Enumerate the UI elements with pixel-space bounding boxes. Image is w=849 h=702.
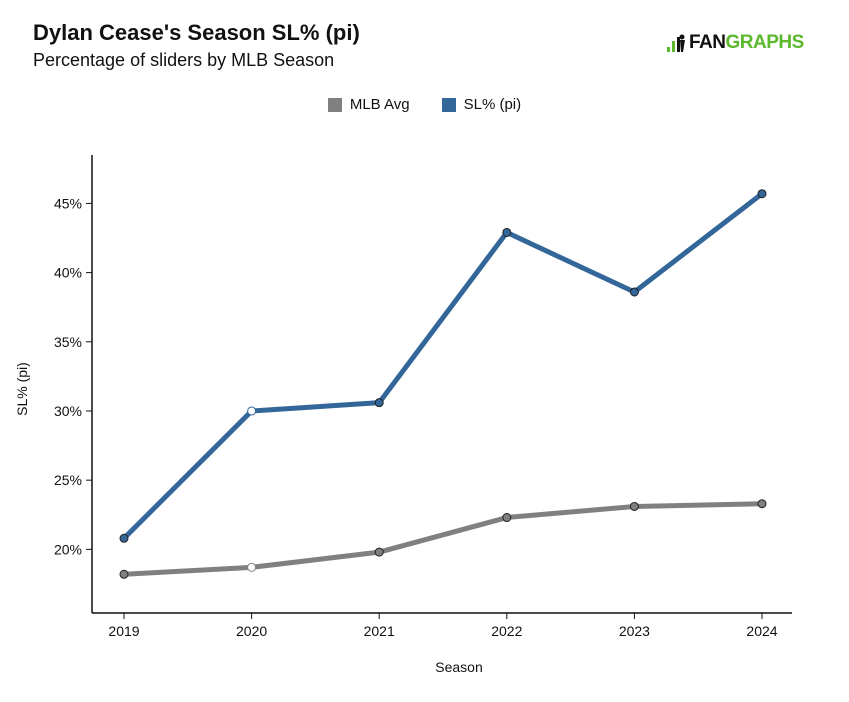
data-point-mlb-avg bbox=[374, 547, 384, 557]
data-point-sl-pct bbox=[629, 287, 639, 297]
x-tick-label: 2022 bbox=[491, 623, 522, 639]
fangraphs-logo[interactable]: FANGRAPHS bbox=[667, 32, 804, 54]
logo-text-graphs: GRAPHS bbox=[725, 32, 805, 53]
y-tick-label: 20% bbox=[54, 541, 82, 557]
legend-label-sl-pct: SL% (pi) bbox=[463, 96, 522, 113]
data-point-sl-pct bbox=[247, 406, 257, 416]
y-tick-label: 35% bbox=[54, 334, 82, 350]
x-tick-label: 2024 bbox=[746, 623, 777, 639]
y-tick-label: 25% bbox=[54, 472, 82, 488]
legend-label-mlb-avg: MLB Avg bbox=[349, 96, 410, 113]
data-point-sl-pct bbox=[502, 227, 512, 237]
series-line-sl-pct bbox=[121, 191, 765, 541]
x-tick-label: 2023 bbox=[619, 623, 650, 639]
data-point-mlb-avg bbox=[629, 501, 639, 511]
y-tick-label: 40% bbox=[54, 265, 82, 281]
data-point-sl-pct bbox=[757, 189, 767, 199]
data-point-sl-pct bbox=[374, 398, 384, 408]
legend-item-sl-pct[interactable]: SL% (pi) bbox=[441, 96, 522, 113]
x-tick-label: 2020 bbox=[236, 623, 267, 639]
fangraphs-logo-text: FANGRAPHS bbox=[689, 32, 804, 54]
data-point-mlb-avg bbox=[502, 513, 512, 523]
fangraphs-logo-icon bbox=[667, 34, 685, 52]
chart-subtitle: Percentage of sliders by MLB Season bbox=[33, 50, 335, 70]
data-point-mlb-avg bbox=[119, 569, 129, 579]
data-point-mlb-avg bbox=[247, 562, 257, 572]
series-line-mlb-avg bbox=[121, 501, 765, 577]
x-tick-label: 2021 bbox=[364, 623, 395, 639]
x-axis-title: Season bbox=[435, 659, 482, 675]
logo-text-fan: FAN bbox=[689, 32, 726, 53]
legend-swatch-sl-pct bbox=[441, 97, 456, 112]
data-point-sl-pct bbox=[119, 533, 129, 543]
chart-title: Dylan Cease's Season SL% (pi) bbox=[33, 20, 360, 45]
legend-swatch-mlb-avg bbox=[327, 97, 342, 112]
y-tick-label: 30% bbox=[54, 403, 82, 419]
legend-item-mlb-avg[interactable]: MLB Avg bbox=[327, 96, 410, 113]
x-tick-label: 2019 bbox=[108, 623, 139, 639]
chart-legend: MLB Avg SL% (pi) bbox=[0, 96, 849, 113]
data-point-mlb-avg bbox=[757, 499, 767, 509]
y-axis-title: SL% (pi) bbox=[14, 362, 30, 416]
y-tick-label: 45% bbox=[54, 195, 82, 211]
